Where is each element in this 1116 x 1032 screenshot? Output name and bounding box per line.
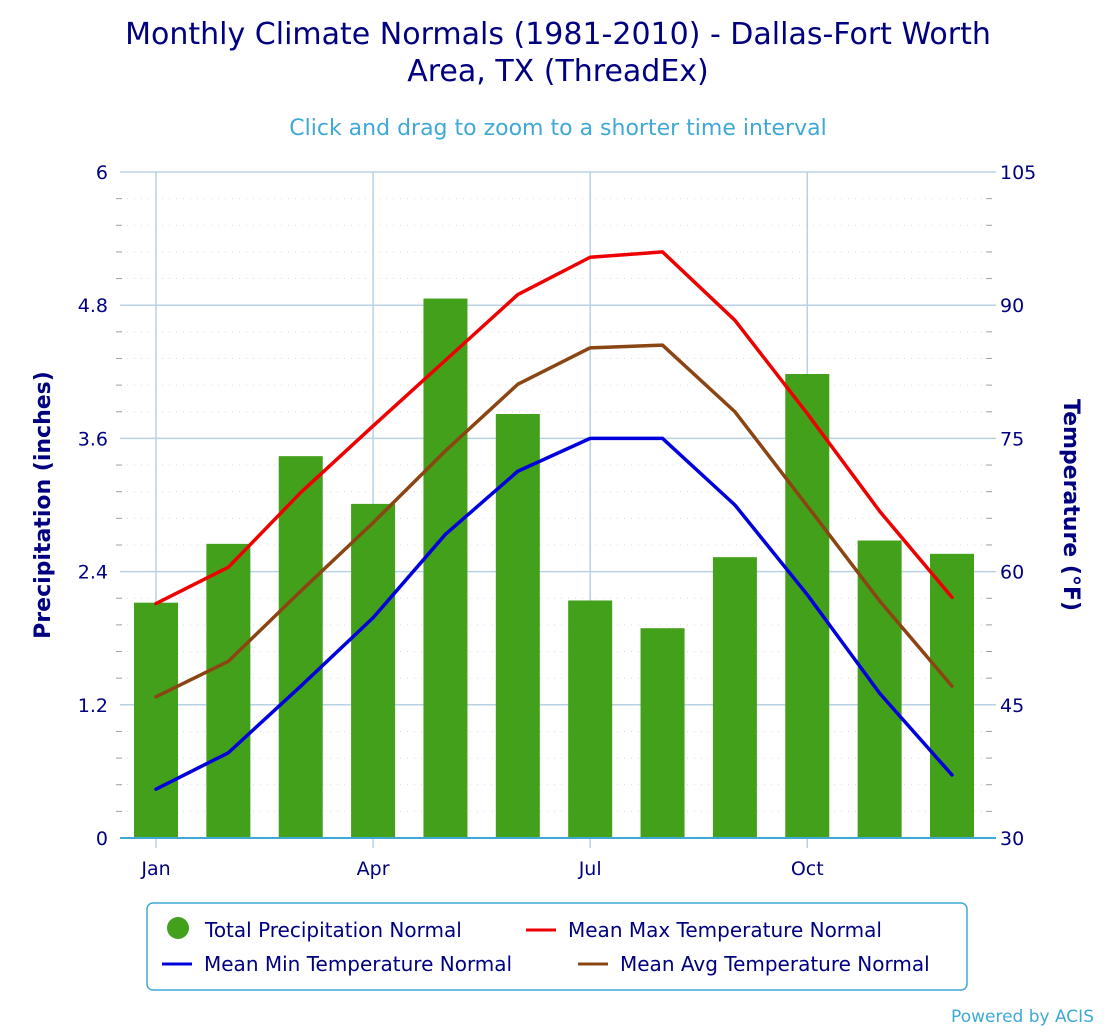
precipitation-bar-jan xyxy=(134,602,178,838)
avg-temp-line xyxy=(154,343,954,699)
legend-label-avg-temp: Mean Avg Temperature Normal xyxy=(620,952,930,976)
y-right-tick-label: 45 xyxy=(1000,695,1024,717)
precipitation-bar-dec xyxy=(930,553,974,838)
y-right-axis-title: Temperature (°F) xyxy=(1058,399,1083,611)
legend-item-precipitation[interactable]: Total Precipitation Normal xyxy=(167,917,462,942)
temperature-lines xyxy=(154,250,954,791)
y-left-tick-label: 4.8 xyxy=(78,295,108,317)
precipitation-bars xyxy=(134,298,974,838)
credit-link[interactable]: Powered by ACIS xyxy=(951,1007,1094,1027)
y-right-tick-label: 75 xyxy=(1000,428,1024,450)
precipitation-bar-may xyxy=(423,298,468,838)
x-tick-label: Jan xyxy=(140,858,170,880)
precipitation-bar-jul xyxy=(568,600,613,838)
y-right-tick-label: 30 xyxy=(1000,828,1024,850)
precipitation-bar-feb xyxy=(206,543,251,838)
precipitation-bar-nov xyxy=(857,540,902,838)
x-tick-label: Jul xyxy=(578,858,602,880)
max-temp-line xyxy=(154,250,954,606)
precipitation-bar-jun xyxy=(495,413,540,838)
precipitation-bar-mar xyxy=(278,456,323,838)
legend-item-avg-temp[interactable]: Mean Avg Temperature Normal xyxy=(578,952,930,976)
legend-box xyxy=(146,902,968,991)
legend-symbol-precipitation xyxy=(167,917,189,939)
y-left-axis-title: Precipitation (inches) xyxy=(31,371,56,639)
precipitation-bar-oct xyxy=(785,374,830,838)
precipitation-bar-aug xyxy=(640,628,685,838)
y-left-tick-label: 1.2 xyxy=(78,695,108,717)
legend-item-min-temp[interactable]: Mean Min Temperature Normal xyxy=(162,952,512,976)
chart-subtitle: Click and drag to zoom to a shorter time… xyxy=(289,116,826,141)
axes: 0 1.2 2.4 3.6 4.8 6 30 45 60 75 90 105 Jan Apr Jul Oct xyxy=(78,162,1036,880)
legend-item-max-temp[interactable]: Mean Max Temperature Normal xyxy=(526,918,882,942)
legend-label-max-temp: Mean Max Temperature Normal xyxy=(568,918,882,942)
min-temp-line xyxy=(154,436,954,791)
y-left-tick-label: 6 xyxy=(96,162,108,184)
precipitation-bar-apr xyxy=(351,503,396,838)
y-left-tick-label: 0 xyxy=(96,828,108,850)
y-right-tick-label: 90 xyxy=(1000,295,1024,317)
legend-label-min-temp: Mean Min Temperature Normal xyxy=(204,952,512,976)
chart-title-line-1: Monthly Climate Normals (1981-2010) - Da… xyxy=(125,17,991,52)
y-left-tick-label: 3.6 xyxy=(78,428,108,450)
x-tick-label: Oct xyxy=(791,858,824,880)
legend-label-precipitation: Total Precipitation Normal xyxy=(204,918,462,942)
chart-title-line-2: Area, TX (ThreadEx) xyxy=(407,54,709,89)
x-tick-label: Apr xyxy=(357,858,390,880)
y-right-tick-label: 105 xyxy=(1000,162,1036,184)
legend: Total Precipitation Normal Mean Max Temp… xyxy=(146,902,968,991)
y-right-tick-label: 60 xyxy=(1000,562,1024,584)
y-left-tick-label: 2.4 xyxy=(78,562,108,584)
precipitation-bar-sep xyxy=(712,557,757,838)
